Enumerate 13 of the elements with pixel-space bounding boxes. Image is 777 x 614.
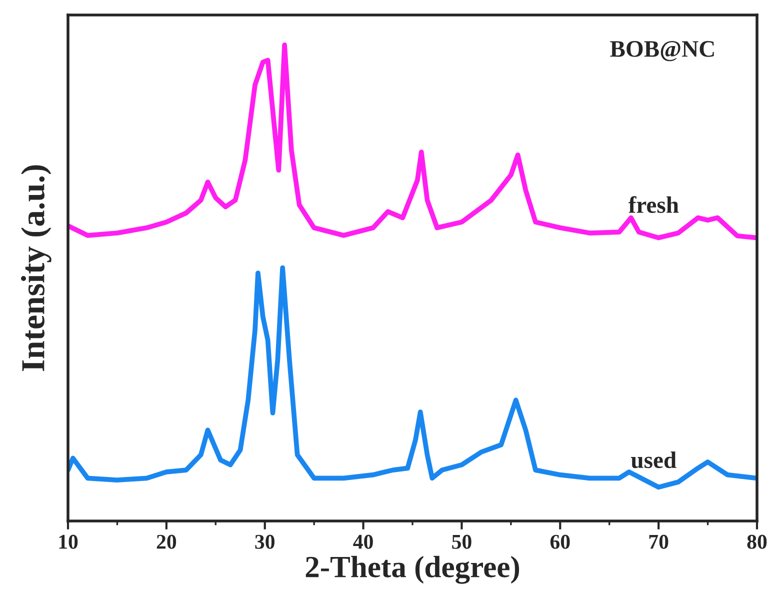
x-tick-label: 40: [353, 534, 373, 549]
series-label: used: [631, 452, 676, 468]
annotation: BOB@NC: [610, 40, 714, 62]
x-axis-title: 2-Theta (degree): [306, 556, 520, 584]
x-tick-label: 70: [649, 534, 668, 549]
x-tick-label: 30: [255, 534, 274, 549]
x-tick-label: 50: [452, 534, 472, 549]
x-tick-label: 80: [747, 534, 767, 549]
series-label: fresh: [628, 196, 679, 213]
y-axis-title: Intensity (a.u.): [21, 165, 52, 372]
x-tick-label: 60: [550, 534, 570, 549]
x-tick-label: 10: [59, 534, 78, 549]
x-tick-label: 20: [156, 534, 176, 549]
